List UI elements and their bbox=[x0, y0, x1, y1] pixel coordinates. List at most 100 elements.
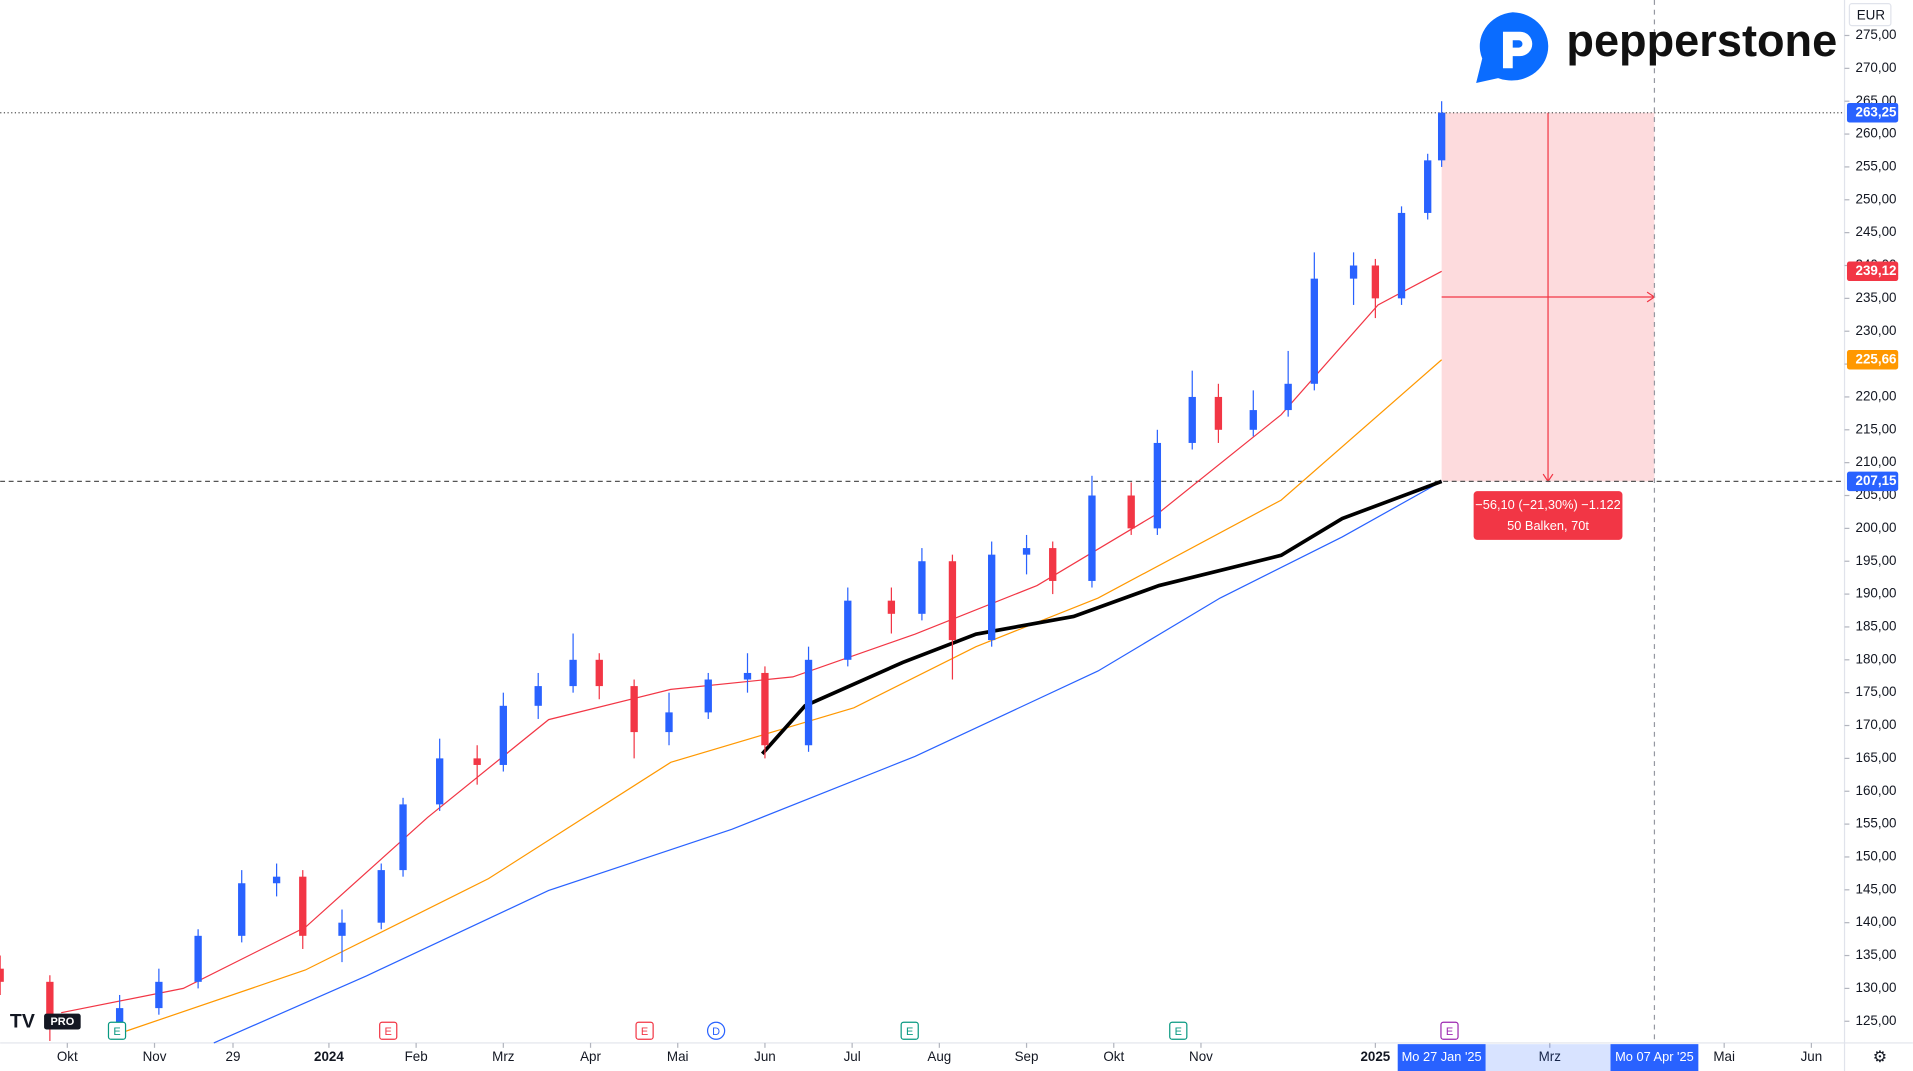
candle-body bbox=[595, 659, 603, 687]
date-label: Mo 07 Apr '25 bbox=[1615, 1049, 1694, 1064]
event-label: E bbox=[1175, 1026, 1182, 1038]
tv-logo: TV PRO bbox=[10, 1010, 81, 1032]
moving-average bbox=[760, 479, 1443, 756]
brand: pepperstone bbox=[1566, 15, 1837, 66]
y-tick-label: 250,00 bbox=[1856, 191, 1897, 206]
x-tick-label: 2024 bbox=[314, 1049, 344, 1064]
currency[interactable]: EUR bbox=[1857, 7, 1886, 22]
measure-label-bg bbox=[1473, 491, 1623, 540]
price-label-bg bbox=[1846, 349, 1899, 370]
settings-icon[interactable]: ⚙ bbox=[1873, 1049, 1887, 1066]
x-tick-label: Nov bbox=[1189, 1049, 1213, 1064]
y-tick-label: 275,00 bbox=[1856, 27, 1897, 42]
candle-body bbox=[761, 672, 769, 746]
y-tick-label: 210,00 bbox=[1856, 454, 1897, 469]
x-tick-label: Okt bbox=[57, 1049, 78, 1064]
x-tick-label: Jul bbox=[844, 1049, 861, 1064]
measure-label: 50 Balken, 70t bbox=[1507, 518, 1589, 533]
y-tick-label: 160,00 bbox=[1856, 783, 1897, 798]
y-tick-label: 260,00 bbox=[1856, 126, 1897, 141]
y-tick-label: 185,00 bbox=[1856, 618, 1897, 633]
event-label: E bbox=[1446, 1026, 1453, 1038]
y-tick-label: 150,00 bbox=[1856, 849, 1897, 864]
candle-body bbox=[1153, 442, 1162, 529]
y-tick-label: 155,00 bbox=[1856, 816, 1897, 831]
candle-body bbox=[155, 981, 163, 1009]
x-tick-label: Jun bbox=[1801, 1049, 1823, 1064]
event-label: E bbox=[906, 1026, 913, 1038]
event-label: E bbox=[113, 1026, 120, 1038]
candle-body bbox=[665, 712, 673, 733]
x-tick-label: Nov bbox=[143, 1049, 167, 1064]
logo-p bbox=[1502, 31, 1533, 69]
candle-body bbox=[1284, 383, 1292, 411]
candle-body bbox=[887, 600, 896, 614]
candle-body bbox=[115, 1008, 124, 1028]
x-tick-label: Jun bbox=[754, 1049, 776, 1064]
candle-body bbox=[377, 870, 385, 923]
y-tick-label: 140,00 bbox=[1856, 914, 1897, 929]
event-label: E bbox=[385, 1026, 392, 1038]
event-badge bbox=[706, 1021, 726, 1040]
y-tick-label: 220,00 bbox=[1856, 388, 1897, 403]
y-tick-label: 190,00 bbox=[1856, 586, 1897, 601]
price-label: 207,15 bbox=[1856, 473, 1898, 488]
y-tick-label: 270,00 bbox=[1856, 60, 1897, 75]
y-tick-label: 125,00 bbox=[1856, 1013, 1897, 1028]
y-tick-label: 180,00 bbox=[1856, 651, 1897, 666]
candle-body bbox=[1249, 410, 1257, 430]
candle-body bbox=[1088, 495, 1096, 581]
price-label: 239,12 bbox=[1856, 263, 1897, 278]
y-tick-label: 165,00 bbox=[1856, 750, 1897, 765]
y-tick-label: 230,00 bbox=[1856, 323, 1897, 338]
currency-box[interactable] bbox=[1848, 3, 1892, 27]
y-tick-label: 200,00 bbox=[1856, 520, 1897, 535]
measure-label: −56,10 (−21,30%) −1.122 bbox=[1475, 497, 1621, 512]
tv-mark: TV bbox=[10, 1010, 35, 1032]
y-tick-label: 130,00 bbox=[1856, 980, 1897, 995]
candle-body bbox=[1188, 396, 1196, 443]
candle-body bbox=[1397, 212, 1406, 299]
candle-body bbox=[844, 600, 852, 660]
y-tick-label: 175,00 bbox=[1856, 684, 1897, 699]
candle-body bbox=[0, 968, 4, 982]
x-tick-label: Mai bbox=[1713, 1049, 1735, 1064]
x-tick-label: Aug bbox=[927, 1049, 951, 1064]
logo: pepperstone bbox=[1476, 12, 1837, 83]
y-tick-label: 245,00 bbox=[1856, 224, 1897, 239]
price-label: 263,25 bbox=[1856, 104, 1898, 119]
candle-body bbox=[1214, 396, 1223, 430]
candle-body bbox=[743, 672, 752, 680]
x-tick-label: Apr bbox=[580, 1049, 601, 1064]
x-tick-label: 2025 bbox=[1360, 1049, 1390, 1064]
x-tick-label: Mai bbox=[667, 1049, 689, 1064]
candle-body bbox=[569, 659, 577, 687]
x-tick-label: 29 bbox=[226, 1049, 241, 1064]
candle-body bbox=[499, 705, 507, 765]
event-badge bbox=[107, 1021, 127, 1040]
date-label-bg bbox=[1397, 1044, 1486, 1071]
badge: PRO bbox=[50, 1016, 74, 1028]
price-label-bg bbox=[1846, 102, 1899, 123]
moving-average bbox=[122, 359, 1443, 1034]
price-label: 225,66 bbox=[1856, 351, 1897, 366]
badge-bg bbox=[44, 1013, 81, 1030]
event-label: D bbox=[712, 1026, 720, 1038]
x-tick-label: Okt bbox=[1103, 1049, 1124, 1064]
event-label: E bbox=[641, 1026, 648, 1038]
x-tick-label: Feb bbox=[405, 1049, 428, 1064]
candle-body bbox=[1349, 265, 1358, 279]
y-tick-label: 215,00 bbox=[1856, 421, 1897, 436]
event-badge bbox=[1440, 1021, 1459, 1040]
candle-body bbox=[704, 679, 712, 713]
candle-body bbox=[338, 922, 346, 936]
candle-body bbox=[1424, 160, 1432, 213]
candle-body bbox=[436, 758, 444, 805]
candle-body bbox=[238, 883, 246, 936]
y-tick-label: 235,00 bbox=[1856, 290, 1897, 305]
y-tick-label: 255,00 bbox=[1856, 158, 1897, 173]
candle-body bbox=[399, 804, 407, 871]
candle-body bbox=[299, 876, 307, 936]
event-badge bbox=[1169, 1021, 1188, 1040]
